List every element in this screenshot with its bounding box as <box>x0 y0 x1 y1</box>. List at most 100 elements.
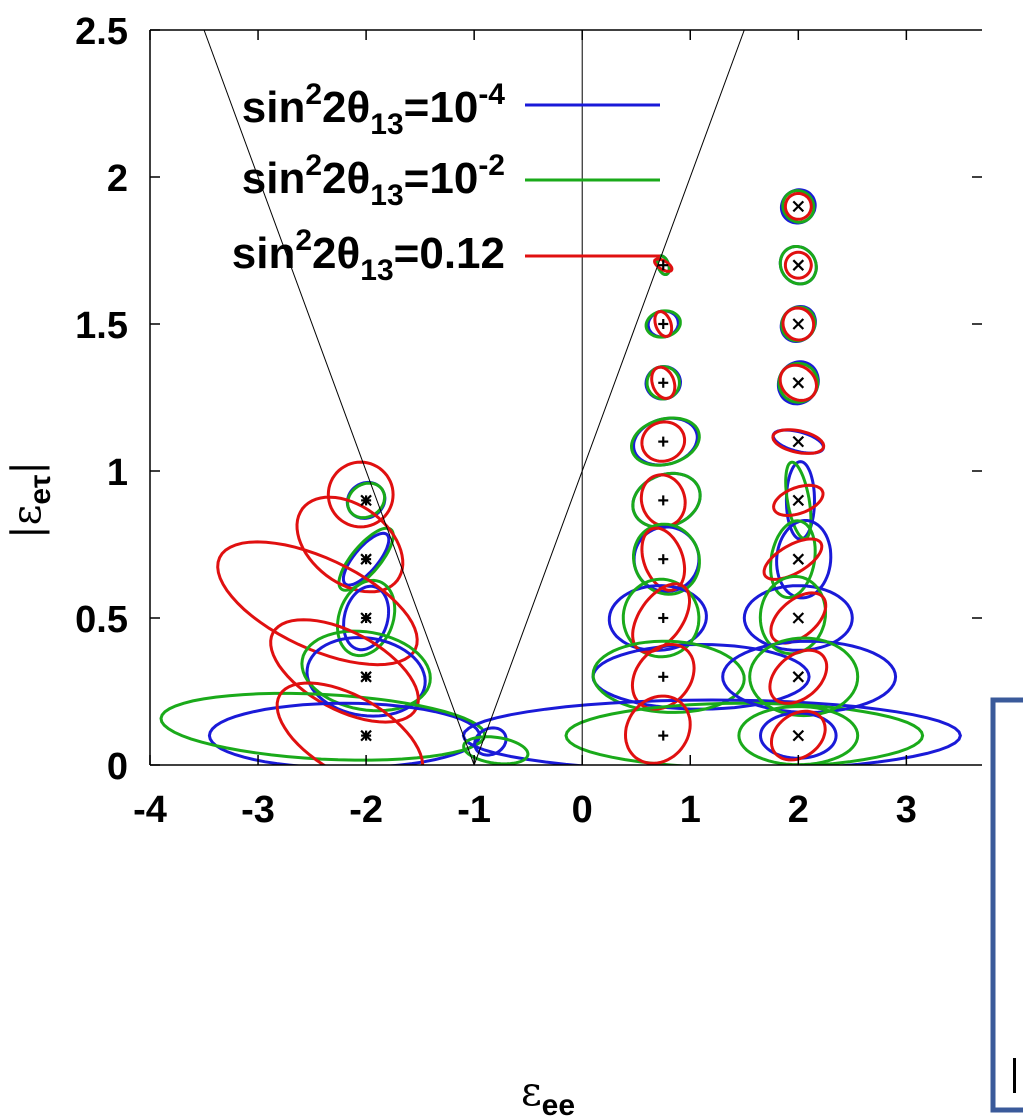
y-tick-label: 1.5 <box>75 305 128 347</box>
contour-3-26 <box>640 420 687 463</box>
contour-3-67 <box>768 648 829 705</box>
svg-text:sin22θ13=10-4: sin22θ13=10-4 <box>242 78 506 141</box>
legend-entry-3: sin22θ13=0.12 <box>232 224 660 287</box>
contour-1-6 <box>342 584 391 652</box>
contour-2-57 <box>784 460 813 541</box>
legend-entry-1: sin22θ13=10-4 <box>242 78 660 141</box>
axes <box>149 29 982 766</box>
contour-2-40 <box>564 701 925 765</box>
legend-entry-2: sin22θ13=10-2 <box>242 149 660 212</box>
contour-3-14 <box>275 681 425 765</box>
true-point-14 <box>792 200 805 213</box>
y-axis-label: |εeτ| <box>4 461 57 539</box>
y-tick-label: 0 <box>107 746 128 788</box>
contour-3-8 <box>216 540 419 667</box>
tick-labels: -4 -3 -2 -1 0 1 2 3 0 0.5 1 1.5 2 2.5 <box>75 11 982 831</box>
true-point-21 <box>792 612 805 624</box>
contour-2-31 <box>632 522 701 596</box>
true-point-10 <box>658 554 669 565</box>
svg-text:sin22θ13=0.12: sin22θ13=0.12 <box>232 224 505 287</box>
true-point-3 <box>360 671 372 683</box>
overlay-panel-mark <box>1013 1058 1016 1093</box>
true-point-13 <box>658 730 669 741</box>
x-tick-label: 3 <box>896 789 917 831</box>
true-point-17 <box>792 377 805 389</box>
contour-2-1 <box>346 481 387 520</box>
true-point-9 <box>658 495 669 506</box>
contour-2-10 <box>300 629 432 713</box>
contour-3-58 <box>772 483 825 518</box>
true-point-1 <box>360 553 372 565</box>
contour-1-9 <box>305 635 427 718</box>
contour-2-7 <box>336 578 397 658</box>
true-point-5 <box>658 260 669 271</box>
contour-1-62 <box>742 584 854 652</box>
contour-3-23 <box>650 365 677 400</box>
true-point-markers <box>360 200 805 742</box>
true-point-11 <box>658 613 669 623</box>
contour-1-39 <box>461 698 963 765</box>
contour-3-2 <box>326 460 395 529</box>
x-tick-label: 2 <box>788 789 809 831</box>
contour-3-44 <box>783 192 813 221</box>
contour-2-25 <box>629 416 701 467</box>
contour-3-17 <box>653 257 674 273</box>
contour-1-3 <box>341 531 391 587</box>
contour-3-47 <box>783 250 813 280</box>
true-point-18 <box>792 435 805 448</box>
x-tick-label: -2 <box>349 789 383 831</box>
boundary-lines <box>203 30 745 765</box>
contour-2-43 <box>781 189 816 224</box>
contour-2-37 <box>591 639 746 714</box>
contour-2-46 <box>778 245 818 286</box>
x-tick-label: -1 <box>457 789 491 831</box>
y-tick-label: 0.5 <box>75 599 128 641</box>
true-point-22 <box>792 671 805 683</box>
contour-3-61 <box>762 537 824 581</box>
contour-1-71 <box>473 726 508 757</box>
true-point-16 <box>792 318 805 330</box>
y-tick-label: 2 <box>107 158 128 200</box>
contour-1-12 <box>207 701 482 765</box>
x-tick-label: 1 <box>680 789 701 831</box>
contour-3-50 <box>781 306 816 342</box>
contour-2-19 <box>644 309 682 339</box>
contour-1-65 <box>721 639 898 714</box>
contour-3-41 <box>623 694 692 765</box>
contour-3-53 <box>778 363 819 402</box>
x-tick-label: -4 <box>133 789 167 831</box>
contour-2-28 <box>631 471 702 529</box>
legend: sin22θ13=10-4 sin22θ13=10-2 sin22θ13=0.1… <box>232 78 660 287</box>
true-point-23 <box>792 729 805 742</box>
svg-text:sin22θ13=10-2: sin22θ13=10-2 <box>242 149 505 212</box>
contour-2-72 <box>462 735 530 765</box>
true-point-19 <box>792 494 805 507</box>
contour-3-55 <box>771 428 826 455</box>
true-point-15 <box>792 259 805 271</box>
overlay-panel-frame <box>990 697 1023 1113</box>
true-point-20 <box>792 553 805 565</box>
x-axis-label: εee <box>521 1069 575 1117</box>
true-point-8 <box>658 436 669 447</box>
contour-2-69 <box>737 704 860 765</box>
true-point-4 <box>360 729 372 742</box>
x-tick-label: 0 <box>572 789 593 831</box>
true-point-0 <box>360 494 372 507</box>
x-tick-label: -3 <box>241 789 275 831</box>
contour-3-20 <box>653 310 674 338</box>
contour-3-70 <box>770 709 827 762</box>
contour-2-13 <box>159 691 487 762</box>
contour-3-32 <box>640 526 687 592</box>
true-point-2 <box>360 612 372 624</box>
contour-2-60 <box>769 519 817 600</box>
y-tick-label: 2.5 <box>75 11 128 53</box>
true-point-7 <box>658 377 669 388</box>
boundary-line-0 <box>203 30 475 765</box>
contour-3-29 <box>639 473 687 528</box>
y-tick-label: 1 <box>107 452 128 494</box>
boundary-line-1 <box>473 30 745 765</box>
contour-layer <box>159 188 963 765</box>
true-point-6 <box>658 319 669 329</box>
true-point-12 <box>658 671 669 682</box>
